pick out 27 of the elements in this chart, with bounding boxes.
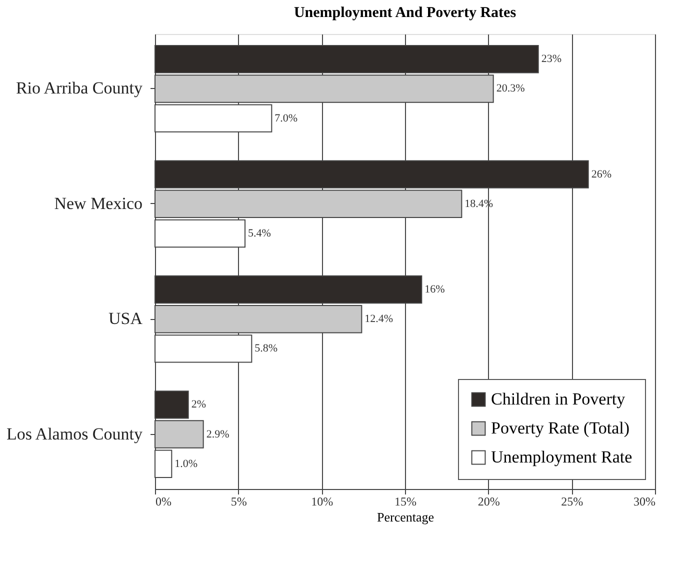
data-label: 23% bbox=[541, 53, 562, 66]
data-label: 5.8% bbox=[254, 342, 278, 355]
x-tick-label: 30% bbox=[634, 494, 656, 508]
data-label: 16% bbox=[424, 284, 445, 296]
data-label: 7.0% bbox=[274, 112, 298, 124]
x-tick-label: 0% bbox=[156, 494, 172, 508]
data-label: 26% bbox=[591, 168, 612, 180]
x-tick-label: 25% bbox=[561, 494, 584, 508]
data-label: 2.9% bbox=[206, 428, 230, 440]
legend-label: Poverty Rate (Total) bbox=[491, 418, 630, 438]
data-label: 2% bbox=[191, 398, 206, 411]
y-tick-label: USA bbox=[108, 309, 144, 328]
chart-title: Unemployment And Poverty Rates bbox=[294, 5, 516, 21]
x-tick-label: 15% bbox=[394, 494, 416, 508]
x-axis-title: Percentage bbox=[376, 510, 434, 524]
data-label: 1.0% bbox=[174, 458, 198, 470]
y-tick-label: Rio Arriba County bbox=[16, 78, 143, 98]
data-label: 5.4% bbox=[248, 227, 271, 240]
x-tick-label: 10% bbox=[311, 494, 334, 508]
data-label: 20.3% bbox=[496, 82, 525, 95]
x-tick-label: 5% bbox=[230, 494, 247, 508]
data-label: 12.4% bbox=[364, 313, 394, 326]
y-tick-label: New Mexico bbox=[54, 194, 142, 213]
legend-label: Children in Poverty bbox=[491, 390, 626, 408]
legend-label: Unemployment Rate bbox=[491, 448, 632, 466]
x-tick-label: 20% bbox=[478, 494, 500, 508]
y-tick-label: Los Alamos County bbox=[6, 424, 143, 444]
